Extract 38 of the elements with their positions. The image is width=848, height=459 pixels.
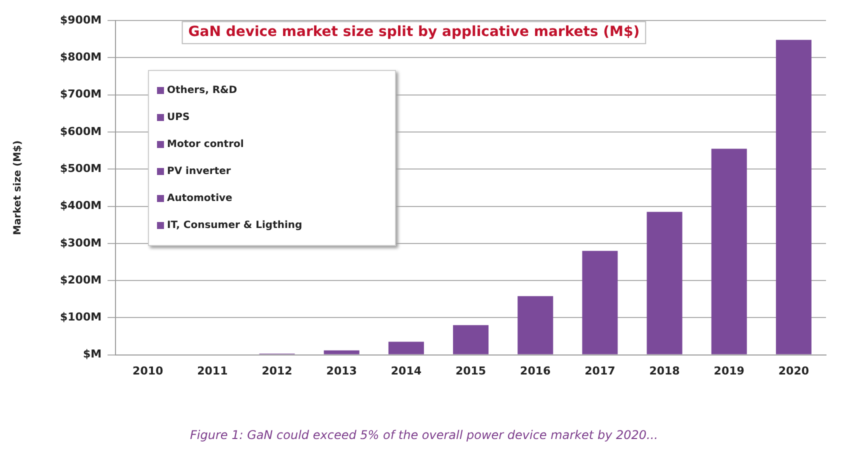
y-tick-label: $700M — [60, 88, 102, 101]
y-tick-label: $900M — [60, 13, 102, 26]
bar — [646, 212, 682, 354]
bar — [776, 40, 812, 354]
y-tick-label: $100M — [60, 310, 102, 324]
y-tick-label: $M — [82, 348, 102, 361]
x-tick-label: 2019 — [714, 364, 744, 378]
y-tick-label: $500M — [60, 162, 102, 175]
x-tick-label: 2016 — [520, 364, 552, 378]
y-axis-title: Market size (M$) — [12, 140, 24, 235]
x-tick-label: 2011 — [197, 364, 228, 378]
annotation: Motor control — [167, 139, 244, 150]
x-tick-label: 2018 — [649, 364, 680, 378]
x-tick-label: 2020 — [778, 364, 810, 378]
bar — [582, 250, 618, 354]
bar — [324, 350, 360, 354]
x-tick-label: 2014 — [390, 364, 422, 378]
x-tick-label: 2013 — [326, 364, 357, 378]
annotation: Others, R&D — [167, 85, 238, 96]
annotation: Automotive — [167, 193, 232, 204]
annotation: IT, Consumer & Ligthing — [167, 220, 302, 231]
x-tick-label: 2017 — [584, 364, 616, 378]
x-tick-label: 2015 — [455, 364, 486, 378]
y-tick-label: $300M — [60, 236, 102, 250]
bar — [453, 325, 489, 354]
chart-title: GaN device market size split by applicative markets (M$) — [188, 24, 640, 40]
bar — [388, 342, 424, 354]
annotation: PV inverter — [167, 166, 231, 177]
caption: Figure 1: GaN could exceed 5% of the overall power device market by 2020... — [189, 428, 659, 442]
y-tick-label: $600M — [60, 124, 102, 138]
x-tick-label: 2010 — [132, 364, 164, 378]
x-tick-label: 2012 — [262, 364, 292, 378]
y-tick-label: $400M — [60, 199, 102, 212]
y-tick-label: $800M — [60, 50, 102, 64]
annotation: UPS — [167, 112, 190, 123]
y-tick-label: $200M — [60, 273, 102, 286]
bar — [711, 148, 747, 354]
bar — [518, 296, 554, 354]
